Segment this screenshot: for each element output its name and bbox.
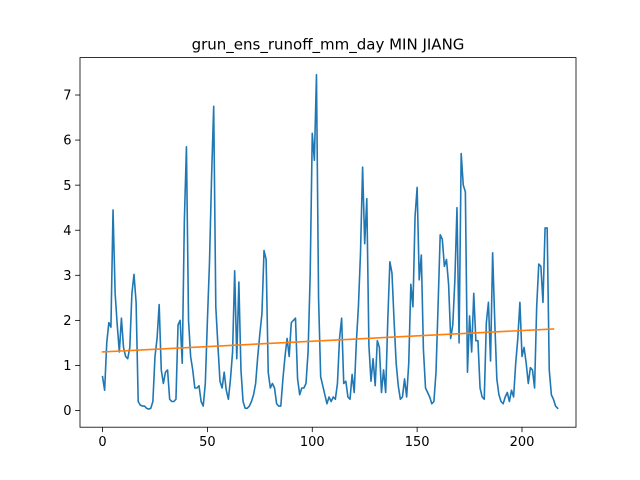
axes-frame (79, 57, 577, 428)
y-tick-label: 3 (63, 269, 71, 284)
x-tick-label: 50 (199, 435, 216, 450)
x-tick-label: 200 (510, 435, 535, 450)
y-tick-label: 6 (63, 134, 71, 149)
y-tick-label: 0 (63, 404, 71, 419)
x-tick-label: 0 (98, 435, 106, 450)
y-tick-label: 7 (63, 89, 71, 104)
y-tick-label: 1 (63, 359, 71, 374)
y-tick-label: 2 (63, 314, 71, 329)
x-tick-label: 100 (300, 435, 325, 450)
plot-area (101, 73, 559, 410)
series-trend-line (101, 328, 555, 353)
chart-title: grun_ens_runoff_mm_day MIN JIANG (192, 36, 465, 55)
x-tick-label: 150 (405, 435, 430, 450)
axes: 0 50 100 150 200 0 1 2 3 4 5 6 7 (63, 57, 577, 450)
series-runoff-line (101, 73, 559, 410)
y-tick-label: 5 (63, 179, 71, 194)
y-tick-label: 4 (63, 224, 71, 239)
